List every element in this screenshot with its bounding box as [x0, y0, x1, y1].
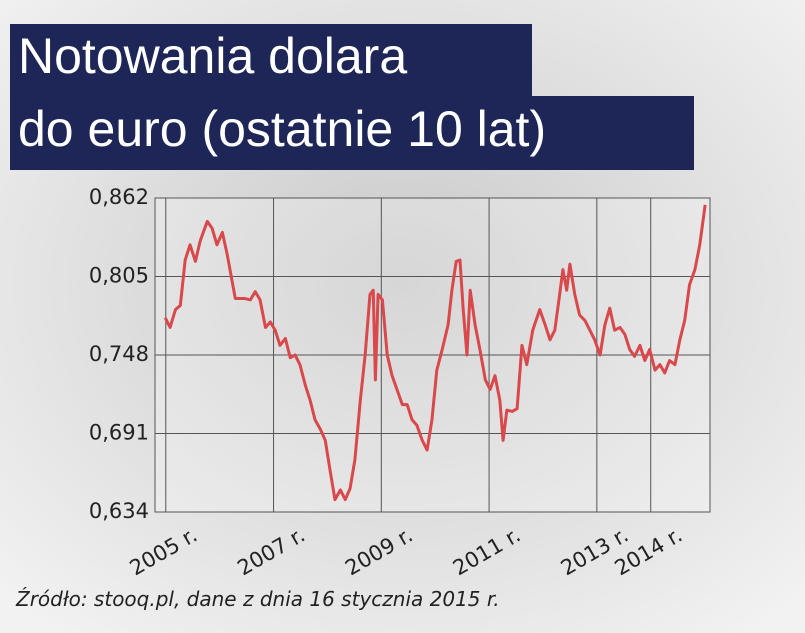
y-tick-label: 0,805 — [89, 264, 149, 288]
y-tick-label: 0,691 — [89, 421, 149, 445]
title-box — [10, 24, 532, 96]
y-tick-label: 0,748 — [89, 342, 149, 366]
title-box — [10, 96, 694, 170]
chart-title: Notowania dolara — [18, 28, 407, 84]
source-note: Źródło: stooq.pl, dane z dnia 16 styczni… — [15, 587, 500, 611]
chart-title: do euro (ostatnie 10 lat) — [18, 101, 546, 157]
data-line — [163, 204, 707, 502]
y-tick-label: 0,862 — [89, 185, 149, 209]
y-tick-label: 0,634 — [89, 499, 149, 523]
